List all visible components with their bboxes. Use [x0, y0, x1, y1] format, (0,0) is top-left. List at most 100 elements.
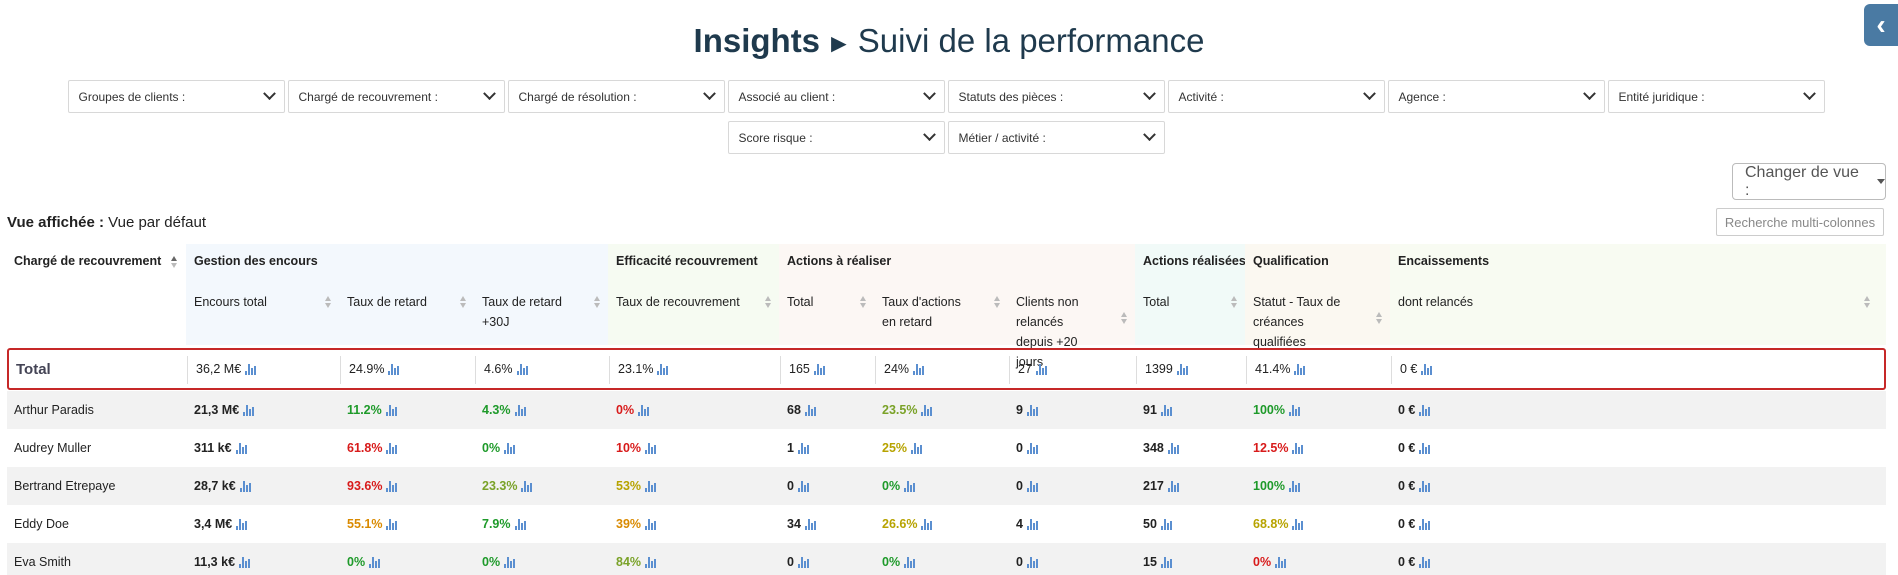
sort-icon[interactable] [1376, 312, 1383, 324]
table-row[interactable]: Bertrand Etrepaye 28,7 k€ 93.6% 23.3% 53% 0 0%… [7, 467, 1886, 505]
column-header[interactable]: Taux de retard [347, 295, 427, 309]
bar-chart-icon[interactable] [236, 518, 248, 530]
bar-chart-icon[interactable] [1292, 442, 1304, 454]
bar-chart-icon[interactable] [235, 442, 247, 454]
bar-chart-icon[interactable] [504, 442, 516, 454]
column-header[interactable]: Taux d'actions en retard [882, 295, 961, 329]
bar-chart-icon[interactable] [1275, 556, 1287, 568]
bar-chart-icon[interactable] [1288, 404, 1300, 416]
bar-chart-icon[interactable] [1167, 442, 1179, 454]
bar-chart-icon[interactable] [1167, 480, 1179, 492]
filter-dropdown[interactable]: Agence : [1387, 80, 1605, 113]
bar-chart-icon[interactable] [385, 404, 397, 416]
multi-column-search-input[interactable]: Recherche multi-colonnes [1716, 208, 1884, 236]
bar-chart-icon[interactable] [1292, 518, 1304, 530]
bar-chart-icon[interactable] [521, 480, 533, 492]
collapse-panel-button[interactable]: ‹ [1864, 4, 1898, 46]
bar-chart-icon[interactable] [645, 442, 657, 454]
bar-chart-icon[interactable] [657, 363, 669, 375]
bar-chart-icon[interactable] [645, 480, 657, 492]
bar-chart-icon[interactable] [904, 480, 916, 492]
change-view-dropdown[interactable]: Changer de vue : [1732, 163, 1886, 200]
bar-chart-icon[interactable] [386, 518, 398, 530]
bar-chart-icon[interactable] [1035, 363, 1047, 375]
bar-chart-icon[interactable] [1421, 363, 1433, 375]
bar-chart-icon[interactable] [921, 404, 933, 416]
bar-chart-icon[interactable] [386, 480, 398, 492]
bar-chart-icon[interactable] [921, 518, 933, 530]
bar-chart-icon[interactable] [1026, 556, 1038, 568]
total-row[interactable]: Total 36,2 M€ 24.9% 4.6% 23.1% 165 24% 27 1399 41… [7, 348, 1886, 390]
bar-chart-icon[interactable] [645, 556, 657, 568]
bar-chart-icon[interactable] [514, 404, 526, 416]
table-row[interactable]: Eddy Doe 3,4 M€ 55.1% 7.9% 39% 34 26.6% 4 50 68.8… [7, 505, 1886, 543]
bar-chart-icon[interactable] [369, 556, 381, 568]
filter-dropdown[interactable]: Groupes de clients : [67, 80, 285, 113]
bar-chart-icon[interactable] [1160, 404, 1172, 416]
filter-dropdown[interactable]: Chargé de recouvrement : [287, 80, 505, 113]
filter-dropdown[interactable]: Statuts des pièces : [947, 80, 1165, 113]
table-row[interactable]: Audrey Muller 311 k€ 61.8% 0% 10% 1 25% 0 348 12.… [7, 429, 1886, 467]
column-header-agent[interactable]: Chargé de recouvrement [14, 254, 162, 268]
table-row[interactable]: Arthur Paradis 21,3 M€ 11.2% 4.3% 0% 68 23.5% 9… [7, 391, 1886, 429]
bar-chart-icon[interactable] [1419, 404, 1431, 416]
sort-icon[interactable] [1231, 296, 1238, 308]
bar-chart-icon[interactable] [1160, 518, 1172, 530]
bar-chart-icon[interactable] [1419, 442, 1431, 454]
bar-chart-icon[interactable] [239, 480, 251, 492]
bar-chart-icon[interactable] [804, 404, 816, 416]
bar-chart-icon[interactable] [638, 404, 650, 416]
column-header[interactable]: Encours total [194, 295, 267, 309]
sort-icon[interactable] [171, 256, 178, 268]
column-header[interactable]: dont relancés [1398, 295, 1474, 309]
bar-chart-icon[interactable] [1026, 442, 1038, 454]
filter-dropdown[interactable]: Activité : [1167, 80, 1385, 113]
bar-chart-icon[interactable] [516, 363, 528, 375]
filter-dropdown[interactable]: Métier / activité : [947, 121, 1165, 154]
bar-chart-icon[interactable] [904, 556, 916, 568]
sort-icon[interactable] [765, 296, 772, 308]
sort-icon[interactable] [1864, 296, 1871, 308]
bar-chart-icon[interactable] [1419, 480, 1431, 492]
bar-chart-icon[interactable] [1294, 363, 1306, 375]
sort-icon[interactable] [1121, 312, 1128, 324]
bar-chart-icon[interactable] [797, 556, 809, 568]
filter-dropdown[interactable]: Associé au client : [727, 80, 945, 113]
bar-chart-icon[interactable] [913, 363, 925, 375]
bar-chart-icon[interactable] [1026, 480, 1038, 492]
bar-chart-icon[interactable] [1288, 480, 1300, 492]
bar-chart-icon[interactable] [504, 556, 516, 568]
column-header[interactable]: Statut - Taux de créances qualifiées [1253, 295, 1341, 349]
bar-chart-icon[interactable] [1176, 363, 1188, 375]
bar-chart-icon[interactable] [1026, 518, 1038, 530]
filter-dropdown[interactable]: Score risque : [727, 121, 945, 154]
sort-icon[interactable] [325, 296, 332, 308]
column-header[interactable]: Taux de recouvrement [616, 295, 740, 309]
bar-chart-icon[interactable] [245, 363, 257, 375]
bar-chart-icon[interactable] [911, 442, 923, 454]
bar-chart-icon[interactable] [1160, 556, 1172, 568]
bar-chart-icon[interactable] [645, 518, 657, 530]
filter-dropdown[interactable]: Entité juridique : [1607, 80, 1825, 113]
sort-icon[interactable] [460, 296, 467, 308]
column-header[interactable]: Clients non relancés depuis +20 jours [1016, 295, 1079, 369]
bar-chart-icon[interactable] [797, 442, 809, 454]
bar-chart-icon[interactable] [388, 363, 400, 375]
bar-chart-icon[interactable] [243, 404, 255, 416]
column-header[interactable]: Taux de retard +30J [482, 295, 562, 329]
column-header[interactable]: Total [1143, 295, 1170, 309]
bar-chart-icon[interactable] [797, 480, 809, 492]
bar-chart-icon[interactable] [1026, 404, 1038, 416]
bar-chart-icon[interactable] [386, 442, 398, 454]
bar-chart-icon[interactable] [239, 556, 251, 568]
sort-icon[interactable] [994, 296, 1001, 308]
sort-icon[interactable] [860, 296, 867, 308]
table-row[interactable]: Eva Smith 11,3 k€ 0% 0% 84% 0 0% 0 15 0% 0 € [7, 543, 1886, 575]
column-header[interactable]: Total [787, 295, 814, 309]
sort-icon[interactable] [594, 296, 601, 308]
bar-chart-icon[interactable] [514, 518, 526, 530]
bar-chart-icon[interactable] [813, 363, 825, 375]
bar-chart-icon[interactable] [1419, 518, 1431, 530]
bar-chart-icon[interactable] [1419, 556, 1431, 568]
bar-chart-icon[interactable] [804, 518, 816, 530]
